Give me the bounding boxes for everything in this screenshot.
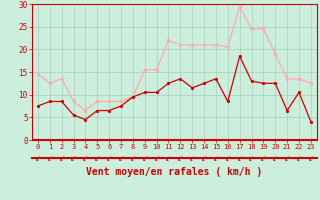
Text: ↙: ↙: [165, 154, 172, 163]
Text: ↙: ↙: [59, 154, 65, 163]
Text: ↙: ↙: [272, 154, 278, 163]
Text: ↙: ↙: [248, 154, 255, 163]
Text: ↙: ↙: [118, 154, 124, 163]
Text: ↙: ↙: [47, 154, 53, 163]
Text: ↙: ↙: [260, 154, 267, 163]
Text: ↙: ↙: [35, 154, 41, 163]
Text: ↙: ↙: [70, 154, 77, 163]
Text: ↙: ↙: [213, 154, 219, 163]
Text: ↙: ↙: [236, 154, 243, 163]
Text: ↙: ↙: [141, 154, 148, 163]
Text: ↙: ↙: [153, 154, 160, 163]
Text: ↙: ↙: [106, 154, 112, 163]
Text: ↙: ↙: [225, 154, 231, 163]
Text: ↙: ↙: [189, 154, 196, 163]
Text: ↙: ↙: [201, 154, 207, 163]
Text: ↙: ↙: [308, 154, 314, 163]
Text: ↙: ↙: [130, 154, 136, 163]
Text: ↙: ↙: [284, 154, 290, 163]
X-axis label: Vent moyen/en rafales ( km/h ): Vent moyen/en rafales ( km/h ): [86, 167, 262, 177]
Text: ↙: ↙: [296, 154, 302, 163]
Text: ↙: ↙: [82, 154, 89, 163]
Text: ↙: ↙: [94, 154, 100, 163]
Text: ↙: ↙: [177, 154, 184, 163]
